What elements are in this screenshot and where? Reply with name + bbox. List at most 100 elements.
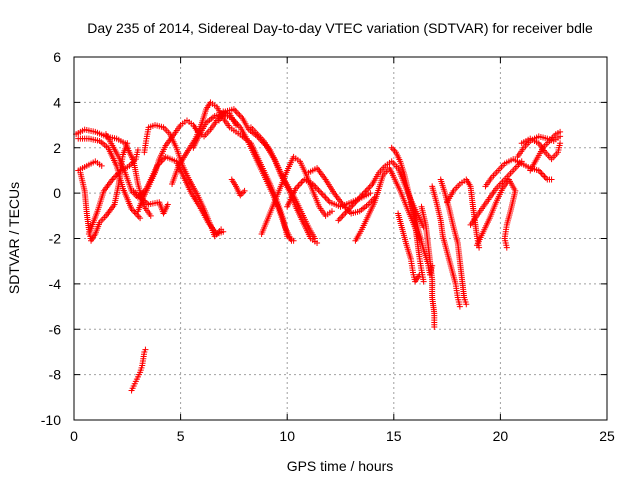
series-arc21 <box>395 210 423 285</box>
x-tick-label: 5 <box>177 428 185 444</box>
series-arc29 <box>482 156 555 190</box>
data-point <box>322 194 329 201</box>
axis-ticks: 0 5 10 15 20 25 -10 -8 -6 -4 -2 0 2 4 6 <box>41 49 615 444</box>
data-point <box>390 146 397 153</box>
data-point <box>336 215 343 222</box>
y-tick-label: 6 <box>53 49 61 65</box>
series-arc18 <box>335 158 427 231</box>
data-point <box>110 175 117 181</box>
data-point <box>137 215 144 222</box>
data-point <box>235 110 242 117</box>
series-arc14 <box>247 124 318 242</box>
data-point <box>142 346 149 353</box>
data-point <box>323 196 330 203</box>
series-arc31 <box>518 135 564 163</box>
data-point <box>218 226 225 233</box>
data-point <box>503 244 510 251</box>
data-point <box>388 144 395 151</box>
data-point <box>318 190 325 197</box>
data-point <box>321 193 328 200</box>
series-arc16 <box>284 176 374 210</box>
data-point <box>367 190 374 197</box>
data-point <box>164 201 171 208</box>
data-point <box>315 187 322 194</box>
data-point <box>295 182 302 189</box>
series-arc27 <box>467 158 525 228</box>
y-axis-label: SDTVAR / TECUs <box>6 182 22 294</box>
y-tick-label: 0 <box>53 185 61 201</box>
series-arc25 <box>437 176 470 308</box>
data-point <box>319 191 326 198</box>
data-point <box>456 303 463 310</box>
grid-lines <box>74 57 607 420</box>
data-point <box>463 301 470 308</box>
data-point <box>557 140 564 147</box>
data-point <box>232 107 239 114</box>
data-point <box>557 128 564 135</box>
data-point <box>416 271 423 278</box>
data-point <box>131 209 138 216</box>
data-point <box>314 240 321 247</box>
series-arc11 <box>190 110 295 244</box>
data-point <box>236 112 243 119</box>
data-point <box>339 212 346 219</box>
data-point <box>362 188 369 195</box>
y-tick-label: -2 <box>49 231 62 247</box>
data-point <box>338 214 345 221</box>
series-arc13 <box>228 176 248 199</box>
data-point <box>296 181 303 188</box>
data-point <box>363 187 370 194</box>
data-point <box>288 237 295 244</box>
data-point <box>316 188 323 195</box>
data-point <box>134 147 141 154</box>
series-arc33 <box>128 346 149 394</box>
series-arc17 <box>305 165 378 217</box>
y-tick-label: -4 <box>49 276 62 292</box>
data-point <box>431 323 438 330</box>
data-point <box>147 212 154 219</box>
series-arc32 <box>527 128 564 174</box>
x-axis-label: GPS time / hours <box>287 458 394 474</box>
x-tick-label: 25 <box>599 428 615 444</box>
series-arc26 <box>444 176 483 251</box>
data-point <box>241 187 248 194</box>
y-tick-label: 2 <box>53 140 61 156</box>
y-tick-label: 4 <box>53 94 61 110</box>
x-tick-label: 20 <box>493 428 509 444</box>
x-tick-label: 0 <box>70 428 78 444</box>
data-point <box>548 176 555 183</box>
data-point <box>366 184 373 191</box>
y-tick-label: -8 <box>49 367 62 383</box>
data-point <box>541 173 548 180</box>
data-point <box>311 235 318 242</box>
data-point <box>341 211 348 218</box>
data-point <box>135 213 142 220</box>
data-marks <box>73 99 564 394</box>
data-point <box>328 208 335 215</box>
chart-title: Day 235 of 2014, Sidereal Day-to-day VTE… <box>87 20 593 36</box>
data-point <box>134 212 141 219</box>
data-point <box>420 278 427 285</box>
series-arc4 <box>75 158 105 174</box>
x-tick-label: 15 <box>386 428 402 444</box>
data-point <box>540 171 547 178</box>
data-point <box>240 189 247 196</box>
data-point <box>542 175 549 181</box>
series-arc19 <box>352 165 423 244</box>
series-arc23 <box>418 203 438 330</box>
series-arc5 <box>85 147 141 237</box>
series-arc9 <box>130 187 171 217</box>
data-point <box>538 170 545 177</box>
data-point <box>335 217 342 224</box>
series-arc24 <box>429 183 463 310</box>
y-tick-label: -6 <box>49 321 62 337</box>
data-point <box>98 162 105 169</box>
series-arc28 <box>473 176 519 251</box>
series-arc8 <box>134 108 240 215</box>
series-arc15 <box>258 153 335 237</box>
x-tick-label: 10 <box>279 428 295 444</box>
series-arc22 <box>407 199 436 278</box>
y-tick-label: -10 <box>41 412 61 428</box>
data-point <box>124 140 131 147</box>
